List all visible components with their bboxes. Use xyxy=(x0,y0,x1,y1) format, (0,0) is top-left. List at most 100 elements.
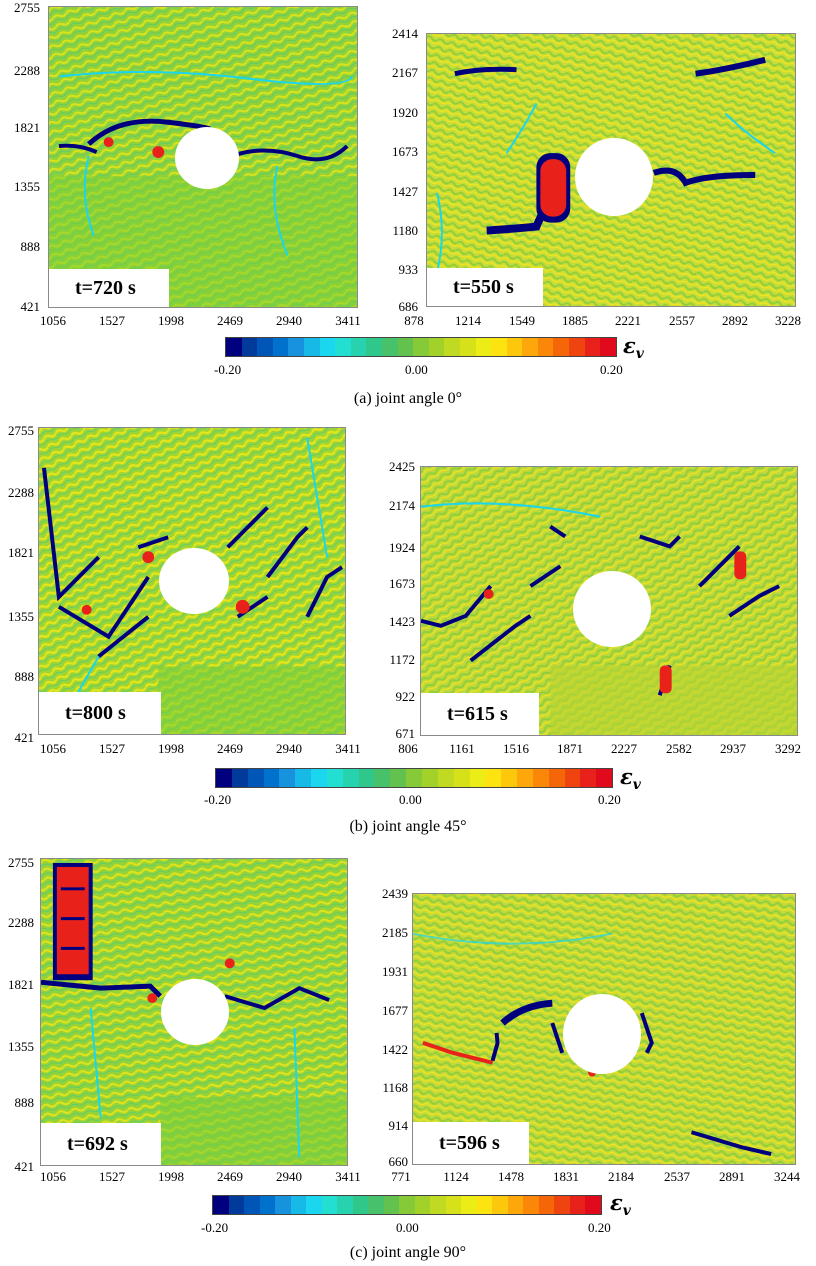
colorbar-swatch xyxy=(288,338,304,356)
time-label: t=550 s xyxy=(453,275,514,298)
xtick: 1056 xyxy=(40,1169,66,1184)
ytick: 2288 xyxy=(14,63,40,78)
colorbar-swatch xyxy=(414,1196,431,1214)
ytick: 660 xyxy=(388,1154,409,1169)
xtick: 2940 xyxy=(276,741,302,756)
colorbar-swatch xyxy=(428,338,445,356)
xtick: 3411 xyxy=(335,1169,361,1184)
ytick: 1821 xyxy=(8,545,34,560)
colorbar-swatch xyxy=(368,1196,384,1214)
tunnel-hole xyxy=(159,548,229,614)
colorbar-swatch xyxy=(485,769,502,787)
colorbar-swatch xyxy=(492,1196,508,1214)
colorbar-swatch xyxy=(279,769,296,787)
caption-c: (c) joint angle 90° xyxy=(349,1244,467,1261)
xtick: 878 xyxy=(404,313,424,328)
colorbar-swatch xyxy=(383,1196,400,1214)
xtick: 2469 xyxy=(217,741,243,756)
ytick: 1423 xyxy=(389,614,415,629)
colorbar-tick-min: -0.20 xyxy=(204,792,232,807)
colorbar-tick-max: 0.20 xyxy=(600,362,623,377)
ytick: 686 xyxy=(398,299,419,314)
colorbar-swatch xyxy=(569,338,585,356)
colorbar-swatch xyxy=(430,1196,446,1214)
colorbar-tick-mid: 0.00 xyxy=(399,792,422,807)
xtick: 2940 xyxy=(276,313,302,328)
colorbar-swatch xyxy=(257,338,273,356)
tunnel-hole xyxy=(573,571,651,647)
colorbar-swatch xyxy=(275,1196,291,1214)
ytick: 1673 xyxy=(392,144,418,159)
xtick: 2221 xyxy=(615,313,641,328)
xtick: 1885 xyxy=(562,313,588,328)
colorbar-swatch xyxy=(522,338,538,356)
colorbar-swatch xyxy=(290,1196,307,1214)
xtick: 1998 xyxy=(158,1169,184,1184)
colorbar-swatch xyxy=(596,769,613,787)
xtick: 1516 xyxy=(503,741,529,756)
colorbar-swatch xyxy=(580,769,597,787)
strain-symbol: εv xyxy=(610,1190,631,1220)
colorbar-swatch xyxy=(247,769,264,787)
colorbar-swatch xyxy=(507,1196,524,1214)
colorbar-swatch xyxy=(413,338,429,356)
colorbar-swatch xyxy=(506,338,523,356)
xtick: 3411 xyxy=(335,313,361,328)
xtick: 2891 xyxy=(719,1169,745,1184)
colorbar-tick-min: -0.20 xyxy=(201,1220,229,1235)
ytick: 1180 xyxy=(392,223,418,238)
colorbar-swatch xyxy=(390,769,407,787)
ytick: 888 xyxy=(20,239,41,254)
ytick: 421 xyxy=(20,299,41,314)
colorbar-swatch xyxy=(461,1196,477,1214)
ytick: 2167 xyxy=(392,65,418,80)
colorbar-swatch xyxy=(216,769,232,787)
ytick: 671 xyxy=(395,726,416,741)
colorbar-swatch xyxy=(303,338,320,356)
colorbar-swatch xyxy=(537,338,554,356)
strain-plot-a-right: t=550 s xyxy=(426,33,796,307)
colorbar-swatch xyxy=(319,338,336,356)
colorbar-swatch xyxy=(213,1196,229,1214)
colorbar-tick-min: -0.20 xyxy=(214,362,242,377)
colorbar xyxy=(212,1195,602,1215)
colorbar-swatch xyxy=(374,769,391,787)
colorbar-swatch xyxy=(459,338,476,356)
ytick: 421 xyxy=(14,730,35,745)
ytick: 922 xyxy=(395,689,416,704)
colorbar-swatch xyxy=(295,769,312,787)
caption-a: (a) joint angle 0° xyxy=(353,390,463,407)
time-label: t=720 s xyxy=(75,276,136,299)
time-label: t=800 s xyxy=(65,701,126,724)
colorbar-swatch xyxy=(569,1196,586,1214)
xtick: 1527 xyxy=(99,741,125,756)
ytick: 933 xyxy=(398,262,419,277)
colorbar-swatch xyxy=(585,1196,601,1214)
colorbar-swatch xyxy=(358,769,375,787)
ytick: 421 xyxy=(14,1159,35,1174)
ytick: 1427 xyxy=(392,184,418,199)
tunnel-hole xyxy=(161,979,229,1045)
colorbar-swatch xyxy=(476,1196,493,1214)
strain-plot-a-left: t=720 s xyxy=(48,6,358,308)
colorbar-swatch xyxy=(326,769,343,787)
time-label: t=596 s xyxy=(439,1131,500,1154)
colorbar-swatch xyxy=(532,769,549,787)
colorbar-tick-max: 0.20 xyxy=(598,792,621,807)
xtick: 2469 xyxy=(217,313,243,328)
ytick: 2185 xyxy=(382,925,408,940)
xtick: 3244 xyxy=(774,1169,800,1184)
colorbar-tick-mid: 0.00 xyxy=(396,1220,419,1235)
colorbar-swatch xyxy=(444,338,460,356)
colorbar-swatch xyxy=(475,338,492,356)
colorbar-swatch xyxy=(554,1196,570,1214)
xtick: 3292 xyxy=(775,741,801,756)
time-label-box: t=550 s xyxy=(427,268,543,306)
xtick: 2557 xyxy=(669,313,695,328)
colorbar-swatch xyxy=(399,1196,415,1214)
strain-plot-c-left: t=692 s xyxy=(40,858,348,1166)
colorbar-tick-mid: 0.00 xyxy=(405,362,428,377)
colorbar-swatch xyxy=(445,1196,462,1214)
colorbar-swatch xyxy=(226,338,242,356)
colorbar-swatch xyxy=(469,769,486,787)
